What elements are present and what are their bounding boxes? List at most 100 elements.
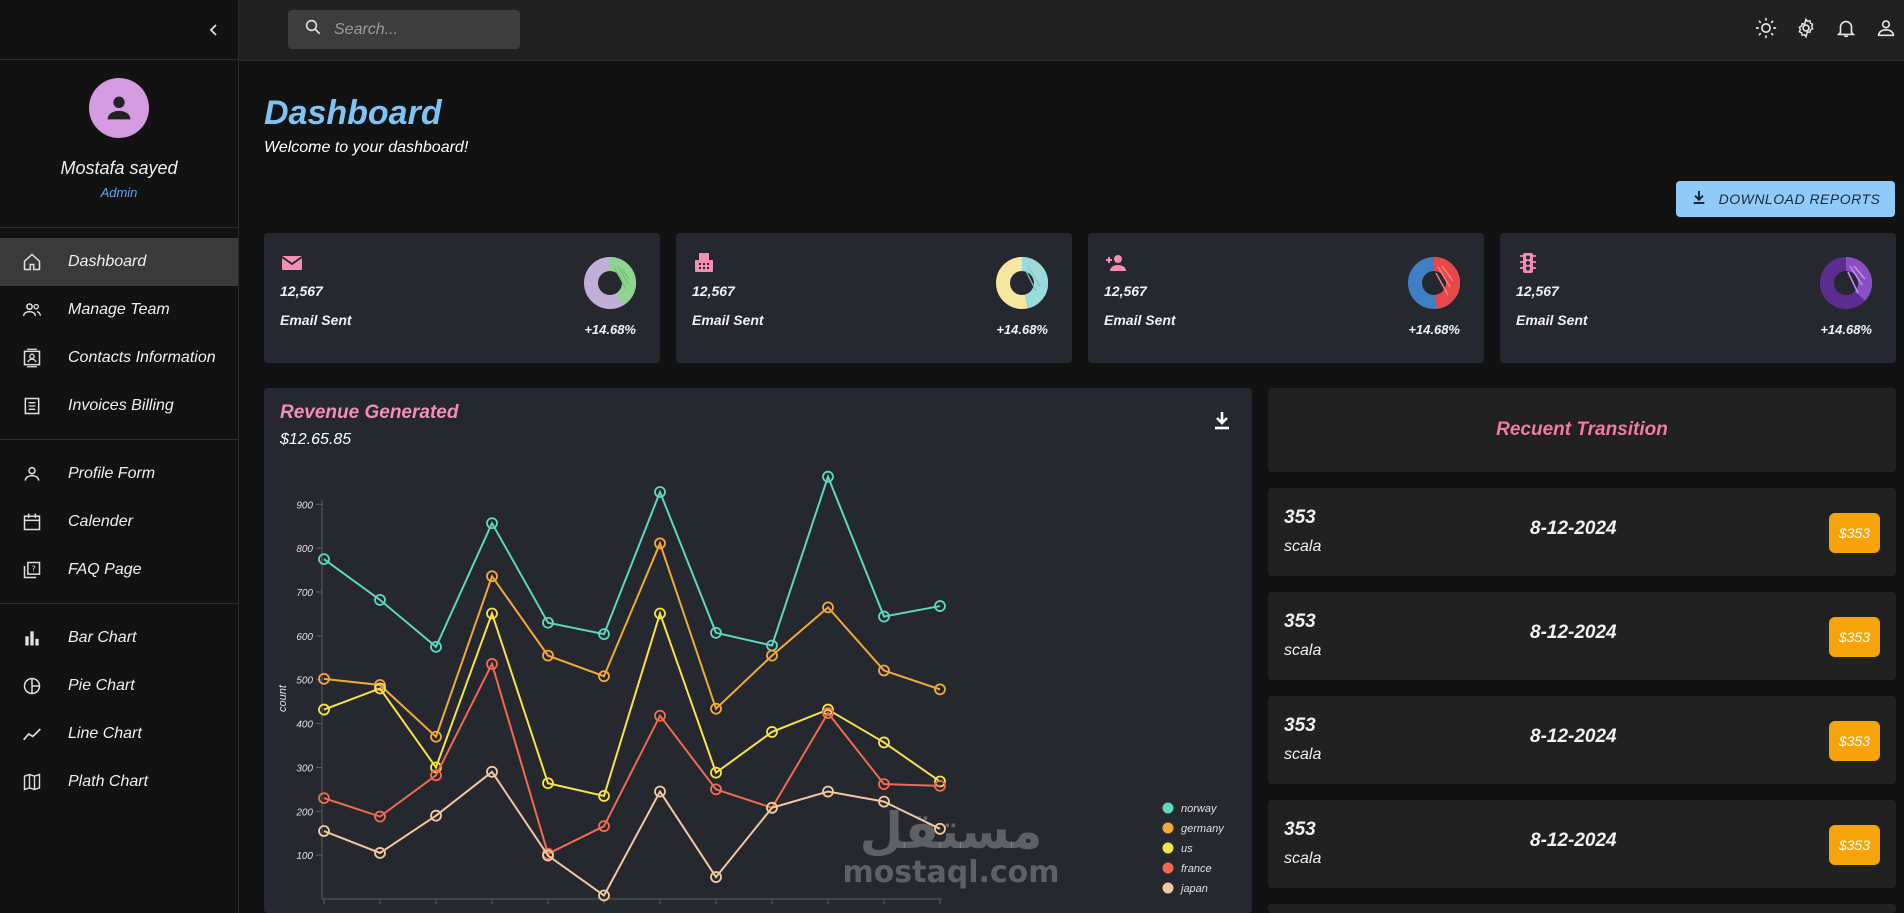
- y-tick-label: 700: [296, 588, 313, 599]
- transaction-row[interactable]: 353 scala 8-12-2024 $353: [1268, 592, 1896, 680]
- receipt-icon: [20, 394, 44, 418]
- revenue-chart-panel: Revenue Generated $12.65.85 100 200 300 400…: [264, 388, 1252, 913]
- data-point-norway: [654, 486, 666, 498]
- transaction-id: 353: [1284, 715, 1316, 736]
- stat-change: +14.68%: [996, 322, 1048, 337]
- data-point-norway: [318, 553, 330, 566]
- sidebar-item-manage-team[interactable]: Manage Team: [0, 286, 238, 334]
- legend-swatch-france: [1162, 862, 1174, 874]
- data-point-germany: [934, 683, 946, 696]
- sidebar-item-label: FAQ Page: [68, 561, 142, 578]
- data-point-germany: [878, 664, 890, 677]
- y-tick-label: 500: [296, 676, 313, 687]
- transactions-title: Recuent Transition: [1496, 419, 1668, 440]
- settings-icon[interactable]: [1794, 16, 1818, 40]
- person-icon[interactable]: [1874, 16, 1898, 40]
- data-point-us: [766, 726, 778, 738]
- search-input[interactable]: [334, 20, 504, 39]
- stat-change: +14.68%: [1820, 322, 1872, 337]
- sidebar-item-dashboard[interactable]: Dashboard: [0, 238, 238, 286]
- nav-group-main: Dashboard Manage Team Contacts Informati…: [0, 228, 238, 440]
- transaction-cost-badge[interactable]: $353: [1828, 513, 1880, 553]
- transaction-row[interactable]: 353 scala 8-12-2024 $353: [1268, 800, 1896, 888]
- person-icon: [107, 96, 131, 120]
- progress-donut: [1820, 257, 1872, 309]
- chevron-left-icon[interactable]: [202, 18, 226, 42]
- nav-group-pages: Profile Form Calender ? FAQ Page: [0, 440, 238, 604]
- avatar[interactable]: [89, 78, 149, 138]
- data-point-france: [934, 779, 946, 792]
- sidebar-item-line-chart[interactable]: Line Chart: [0, 710, 238, 758]
- people-icon: [20, 298, 44, 322]
- legend-label-us: us: [1181, 843, 1193, 855]
- data-point-japan: [822, 785, 834, 798]
- legend-label-japan: japan: [1179, 883, 1208, 895]
- data-point-us: [654, 607, 666, 620]
- sidebar-header: [0, 0, 238, 60]
- y-tick-label: 200: [295, 807, 313, 818]
- help-center-icon: ?: [20, 558, 44, 582]
- traffic-icon: [1516, 251, 1540, 275]
- stat-value: 12,567: [1516, 283, 1559, 299]
- sidebar-item-geo-chart[interactable]: Plath Chart: [0, 758, 238, 806]
- sidebar-item-label: Dashboard: [68, 253, 147, 270]
- series-line-norway: [323, 473, 941, 649]
- transaction-date: 8-12-2024: [1530, 726, 1617, 747]
- transaction-cost-badge[interactable]: $353: [1828, 825, 1880, 865]
- data-point-japan: [374, 847, 386, 859]
- page-title: Dashboard: [264, 94, 442, 132]
- stat-card: 12,567 Email Sent +14.68%: [676, 233, 1072, 363]
- data-point-germany: [542, 649, 554, 662]
- topbar-actions: [1754, 16, 1898, 40]
- light-mode-icon[interactable]: [1754, 16, 1778, 40]
- data-point-japan: [766, 801, 778, 814]
- legend-swatch-japan: [1162, 882, 1174, 894]
- data-point-france: [430, 769, 442, 782]
- topbar: [239, 0, 1904, 61]
- transactions-header: Recuent Transition: [1268, 388, 1896, 472]
- sidebar-item-faq[interactable]: ? FAQ Page: [0, 546, 238, 594]
- revenue-line-chart[interactable]: 100 200 300 400 500 600 700 800 900 count norway ge…: [264, 388, 1252, 913]
- data-point-us: [710, 766, 722, 779]
- stat-value: 12,567: [692, 283, 735, 299]
- transaction-date: 8-12-2024: [1530, 622, 1617, 643]
- transaction-date: 8-12-2024: [1530, 518, 1617, 539]
- search-box[interactable]: [288, 10, 520, 49]
- data-point-norway: [710, 626, 722, 639]
- transaction-row[interactable]: 353 scala 8-12-2024 $353: [1268, 696, 1896, 784]
- data-point-germany: [654, 537, 666, 550]
- sidebar-item-invoices[interactable]: Invoices Billing: [0, 382, 238, 430]
- data-point-france: [318, 792, 330, 805]
- sidebar-item-profile-form[interactable]: Profile Form: [0, 450, 238, 498]
- stat-label: Email Sent: [280, 312, 352, 328]
- sidebar-item-pie-chart[interactable]: Pie Chart: [0, 662, 238, 710]
- sidebar-item-label: Profile Form: [68, 465, 156, 482]
- data-point-japan: [486, 765, 498, 778]
- sidebar-item-bar-chart[interactable]: Bar Chart: [0, 614, 238, 662]
- data-point-japan: [598, 889, 610, 902]
- user-name: Mostafa sayed: [60, 158, 178, 178]
- data-point-us: [934, 775, 946, 788]
- download-icon[interactable]: [1210, 408, 1234, 432]
- legend-label-germany: germany: [1181, 823, 1225, 835]
- line-chart-icon: [20, 722, 44, 746]
- transaction-cost-badge[interactable]: $353: [1828, 721, 1880, 761]
- data-point-france: [822, 707, 834, 719]
- transaction-cost-badge[interactable]: $353: [1828, 617, 1880, 657]
- search-icon: [304, 18, 322, 41]
- stat-change: +14.68%: [1408, 322, 1460, 337]
- revenue-amount: $12.65.85: [280, 431, 352, 448]
- user-role: Admin: [100, 185, 138, 200]
- stat-label: Email Sent: [1516, 312, 1588, 328]
- notifications-icon[interactable]: [1834, 16, 1858, 40]
- stat-value: 12,567: [280, 283, 323, 299]
- transaction-id: 353: [1284, 507, 1316, 528]
- download-reports-button[interactable]: DOWNLOAD REPORTS: [1676, 181, 1895, 217]
- data-point-france: [374, 810, 386, 823]
- sidebar-item-calendar[interactable]: Calender: [0, 498, 238, 546]
- sidebar-item-contacts[interactable]: Contacts Information: [0, 334, 238, 382]
- y-tick-label: 600: [296, 632, 313, 643]
- transaction-row[interactable]: 353 scala 8-12-2024 $353: [1268, 488, 1896, 576]
- transaction-user: scala: [1284, 746, 1322, 763]
- revenue-title: Revenue Generated: [280, 402, 459, 423]
